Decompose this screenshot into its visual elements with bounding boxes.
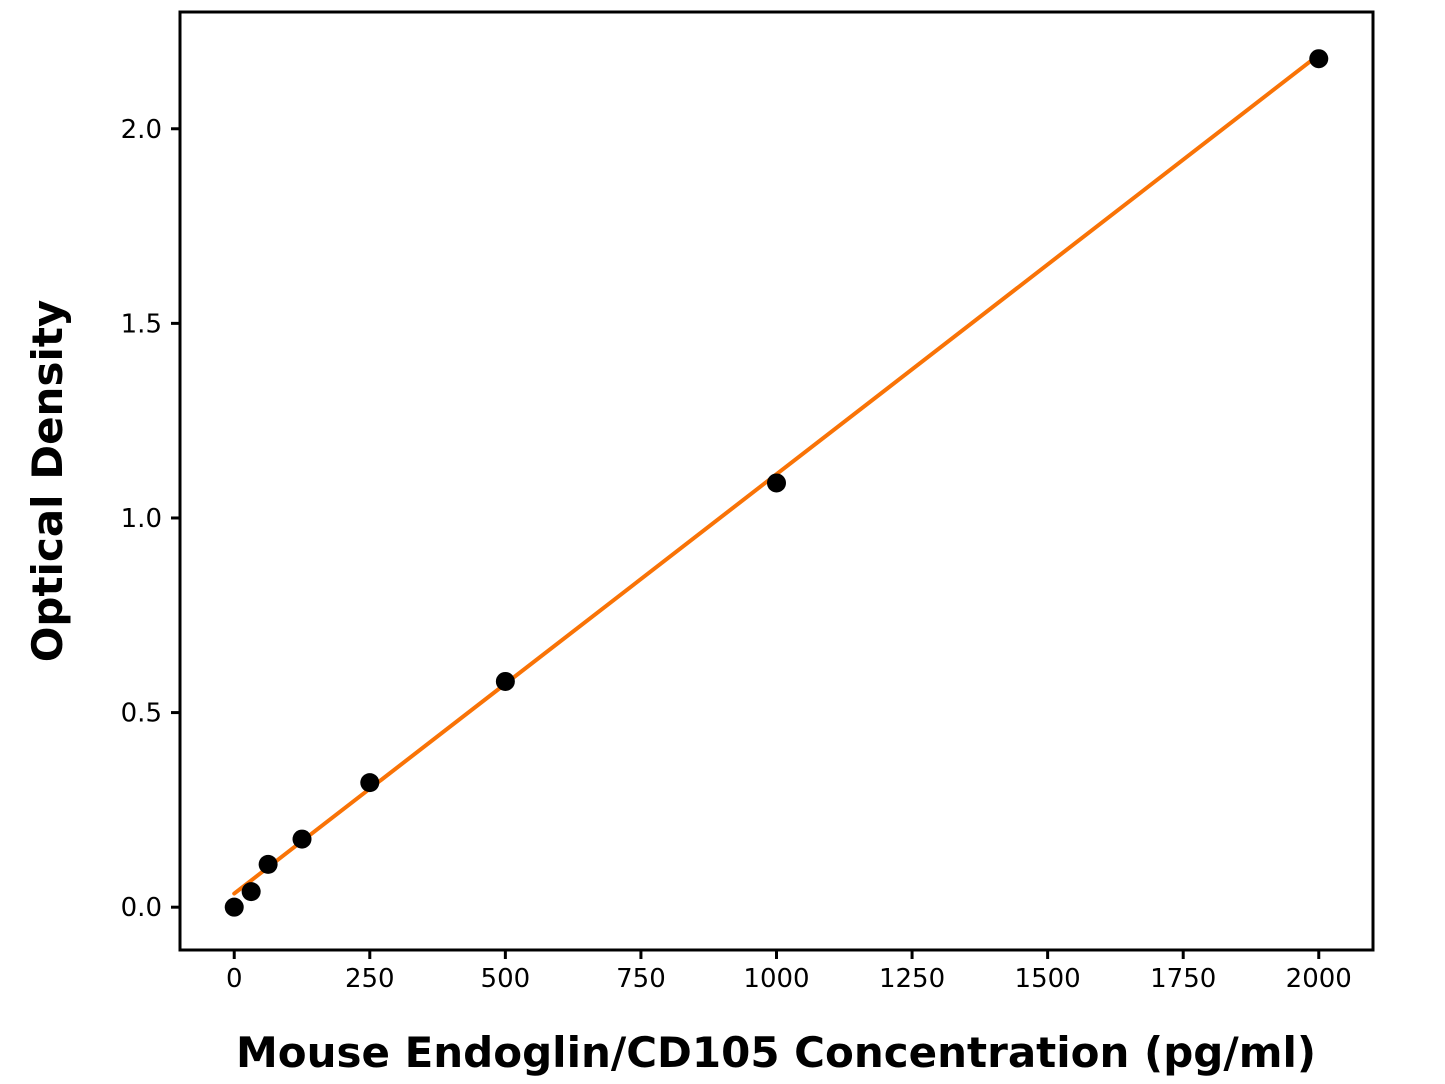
data-point (767, 473, 786, 493)
x-axis-label: Mouse Endoglin/CD105 Concentration (pg/m… (236, 1028, 1316, 1077)
x-tick-label: 0 (226, 964, 243, 994)
x-tick-label: 1750 (1150, 964, 1216, 994)
data-point (1309, 49, 1329, 69)
plot-frame (178, 10, 1375, 952)
data-point (258, 854, 278, 874)
x-tick-label: 750 (616, 964, 666, 994)
x-tick-label: 2000 (1286, 964, 1352, 994)
data-point (292, 829, 312, 849)
data-point (241, 882, 261, 902)
data-point (360, 773, 380, 793)
y-tick-label: 2.0 (121, 115, 162, 145)
x-tick-label: 1250 (879, 964, 945, 994)
y-tick-label: 0.5 (121, 699, 162, 729)
x-tick-label: 250 (345, 964, 395, 994)
y-tick-label: 1.5 (121, 309, 162, 339)
data-point (224, 897, 244, 917)
y-tick-label: 0.0 (121, 893, 162, 923)
x-tick-label: 1000 (743, 964, 809, 994)
data-point (495, 671, 515, 691)
x-tick-label: 500 (481, 964, 531, 994)
y-axis-label: Optical Density (23, 300, 72, 663)
x-tick-label: 1500 (1015, 964, 1081, 994)
y-tick-label: 1.0 (121, 504, 162, 534)
